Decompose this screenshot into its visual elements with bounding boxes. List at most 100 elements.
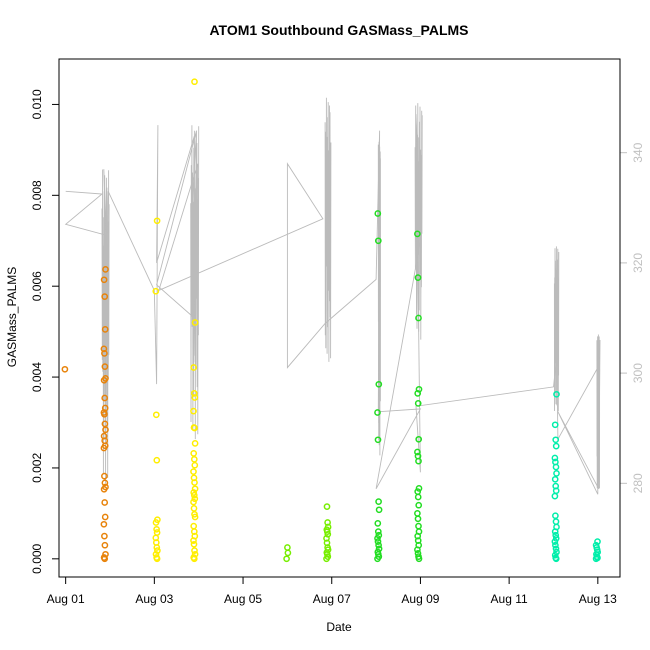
data-point (100, 376, 108, 384)
data-point (375, 506, 383, 514)
data-point (284, 544, 291, 551)
data-point (414, 390, 422, 397)
data-point (374, 436, 382, 444)
data-point (190, 390, 198, 397)
chart-title: ATOM1 Southbound GASMass_PALMS (209, 22, 468, 38)
data-point (375, 531, 383, 539)
data-point (101, 420, 109, 428)
data-point (553, 548, 560, 556)
data-point (374, 237, 382, 245)
data-point (375, 498, 382, 505)
right-line-burst (414, 103, 423, 340)
data-point (190, 491, 198, 499)
axes: Aug 01 Aug 03 Aug 05 Aug 07 Aug 09 Aug 11 Aug … (30, 89, 645, 606)
right-line-burst (101, 169, 110, 484)
right-line-burst (377, 141, 381, 456)
data-point (551, 492, 559, 500)
data-point (323, 555, 330, 563)
data-point (190, 407, 197, 415)
data-point (551, 551, 559, 559)
data-point (101, 394, 109, 402)
data-point (414, 515, 422, 523)
data-point (552, 535, 560, 542)
data-point (190, 498, 197, 506)
data-point (190, 505, 198, 512)
data-point (375, 541, 382, 549)
data-point (100, 485, 108, 493)
data-point (190, 468, 197, 475)
x-tick-label: Aug 03 (135, 592, 173, 606)
data-point (375, 380, 383, 388)
data-point (415, 501, 423, 509)
data-point (153, 525, 160, 533)
data-point (414, 546, 421, 554)
data-point (323, 503, 331, 510)
data-point (415, 314, 422, 322)
data-point (61, 365, 69, 373)
data-point (102, 426, 109, 434)
data-point (101, 472, 108, 480)
data-point (153, 217, 161, 225)
data-point (101, 499, 109, 506)
data-point (283, 555, 290, 563)
data-point (101, 479, 109, 487)
data-point (190, 364, 198, 371)
data-point (552, 531, 560, 539)
data-point (190, 455, 198, 463)
x-tick-label: Aug 11 (491, 592, 528, 606)
data-point (374, 555, 381, 563)
data-point (592, 555, 600, 563)
x-tick-label: Aug 05 (224, 592, 262, 606)
right-y-tick-label: 340 (631, 142, 645, 162)
data-point (191, 547, 198, 554)
data-point (415, 555, 423, 563)
data-point (551, 454, 559, 462)
data-point (374, 535, 381, 542)
data-point (552, 436, 560, 444)
data-point (553, 390, 560, 398)
data-point (100, 520, 108, 528)
data-point (101, 350, 108, 357)
x-tick-label: Aug 07 (313, 592, 351, 606)
data-point (414, 493, 422, 501)
data-point (191, 510, 198, 518)
data-point (414, 510, 421, 517)
data-point (374, 409, 381, 416)
data-point (101, 513, 109, 521)
data-point (190, 540, 198, 548)
data-point (374, 538, 382, 545)
y-tick-label: 0.002 (30, 453, 44, 483)
y-tick-label: 0.008 (30, 180, 44, 210)
data-point (191, 424, 198, 432)
data-point (100, 444, 108, 452)
right-y-tick-label: 280 (631, 473, 645, 493)
y-tick-label: 0.000 (30, 543, 44, 573)
data-point (154, 547, 161, 554)
data-point (190, 555, 198, 563)
data-point (552, 518, 560, 525)
data-point (153, 555, 161, 563)
data-point (190, 450, 198, 457)
data-point (101, 293, 109, 300)
data-point (552, 463, 560, 471)
data-point (101, 532, 108, 540)
data-point (552, 512, 559, 520)
data-point (191, 485, 199, 493)
right-line-path (64, 114, 601, 495)
data-point (415, 522, 422, 530)
data-point (101, 410, 108, 418)
data-point (101, 326, 109, 333)
plot-frame (58, 58, 621, 578)
data-point (190, 522, 198, 530)
data-point (374, 210, 382, 217)
data-point (374, 528, 382, 535)
right-line-burst (596, 334, 601, 489)
data-point (553, 470, 560, 477)
data-point (414, 448, 421, 456)
y-tick-label: 0.006 (30, 271, 44, 301)
x-tick-label: Aug 13 (579, 592, 617, 606)
data-point (374, 520, 382, 527)
data-point (551, 475, 559, 483)
data-point (552, 442, 560, 450)
data-point (191, 319, 199, 326)
